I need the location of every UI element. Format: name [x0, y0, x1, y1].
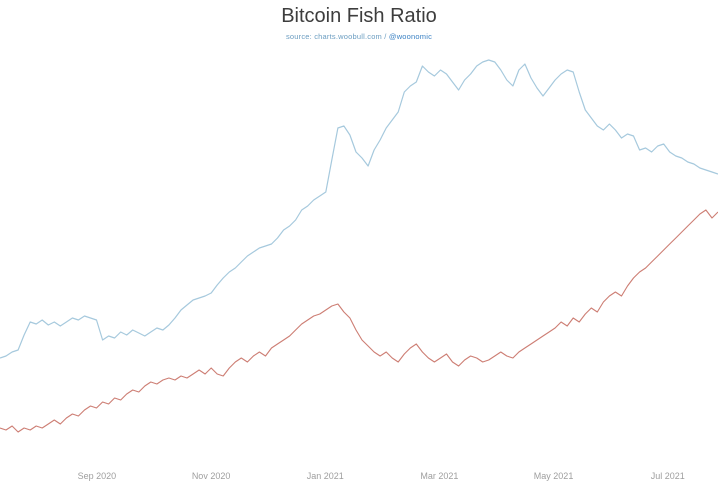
x-axis-label: May 2021	[533, 471, 574, 481]
source-link[interactable]: @woonomic	[388, 32, 433, 41]
x-axis-label: Jan 2021	[306, 471, 344, 481]
source-text: source: charts.woobull.com /	[285, 32, 389, 41]
chart-subtitle: source: charts.woobull.com / @woonomic	[0, 32, 718, 41]
x-axis-label: Nov 2020	[191, 471, 231, 481]
series-line-red	[0, 209, 718, 433]
x-axis-label: Jul 2021	[650, 471, 685, 481]
chart-title: Bitcoin Fish Ratio	[281, 5, 437, 27]
series-line-blue	[0, 59, 718, 359]
x-axis-label: Mar 2021	[420, 471, 459, 481]
x-axis-label: Sep 2020	[77, 471, 117, 481]
